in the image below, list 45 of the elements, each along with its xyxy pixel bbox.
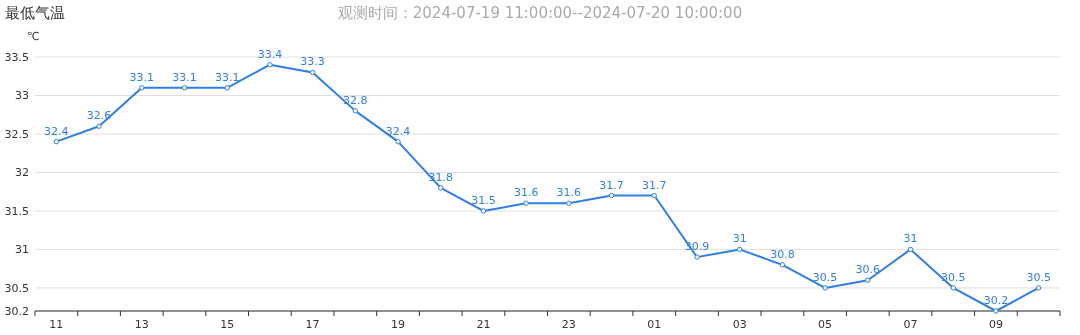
data-label: 32.8 xyxy=(343,93,368,107)
y-axis-title: ℃ xyxy=(27,30,40,43)
data-label: 33.1 xyxy=(172,70,197,84)
data-label: 33.1 xyxy=(129,70,155,84)
data-label: 33.4 xyxy=(257,47,283,61)
y-tick-label: 32.5 xyxy=(4,127,29,141)
x-tick-label: 11 xyxy=(49,318,64,331)
data-label: 31 xyxy=(732,232,747,246)
data-label: 30.5 xyxy=(812,270,838,284)
data-label: 31.5 xyxy=(471,193,496,207)
data-label: 30.5 xyxy=(940,270,966,284)
x-tick-label: 23 xyxy=(561,318,576,331)
x-tick-label: 19 xyxy=(391,318,406,331)
y-tick-label: 31 xyxy=(15,243,29,257)
x-tick-label: 17 xyxy=(305,318,320,331)
x-tick-label: 15 xyxy=(220,318,235,331)
x-tick-label: 05 xyxy=(818,318,833,331)
y-tick-label: 33 xyxy=(15,89,29,103)
data-label: 30.5 xyxy=(1026,270,1051,284)
data-label: 31 xyxy=(903,232,918,246)
x-tick-label: 01 xyxy=(647,318,662,331)
data-label: 30.6 xyxy=(855,263,881,277)
data-label: 31.7 xyxy=(642,178,667,192)
data-label: 33.3 xyxy=(300,55,325,69)
y-tick-label: 31.5 xyxy=(4,204,29,218)
x-tick-label: 07 xyxy=(903,318,918,331)
data-label: 32.6 xyxy=(86,109,112,123)
data-label: 31.6 xyxy=(513,186,539,200)
y-tick-label: 30.2 xyxy=(4,305,29,318)
x-tick-label: 21 xyxy=(476,318,491,331)
y-tick-label: 30.5 xyxy=(4,281,29,295)
data-label: 33.1 xyxy=(214,70,240,84)
x-tick-label: 13 xyxy=(134,318,149,331)
x-tick-label: 09 xyxy=(988,318,1003,331)
y-tick-label: 32 xyxy=(15,166,29,180)
y-tick-label: 33.5 xyxy=(4,51,29,64)
chart-title: 最低气温 xyxy=(5,4,65,22)
data-label: 31.7 xyxy=(599,178,624,192)
data-label: 30.8 xyxy=(770,247,795,261)
chart-subtitle: 观测时间：2024-07-19 11:00:00--2024-07-20 10:00:00 xyxy=(337,4,743,22)
data-label: 32.4 xyxy=(385,124,411,138)
data-label: 30.2 xyxy=(983,294,1009,307)
x-tick-label: 03 xyxy=(732,318,747,331)
data-label: 31.6 xyxy=(556,186,582,200)
data-label: 32.4 xyxy=(44,124,69,138)
